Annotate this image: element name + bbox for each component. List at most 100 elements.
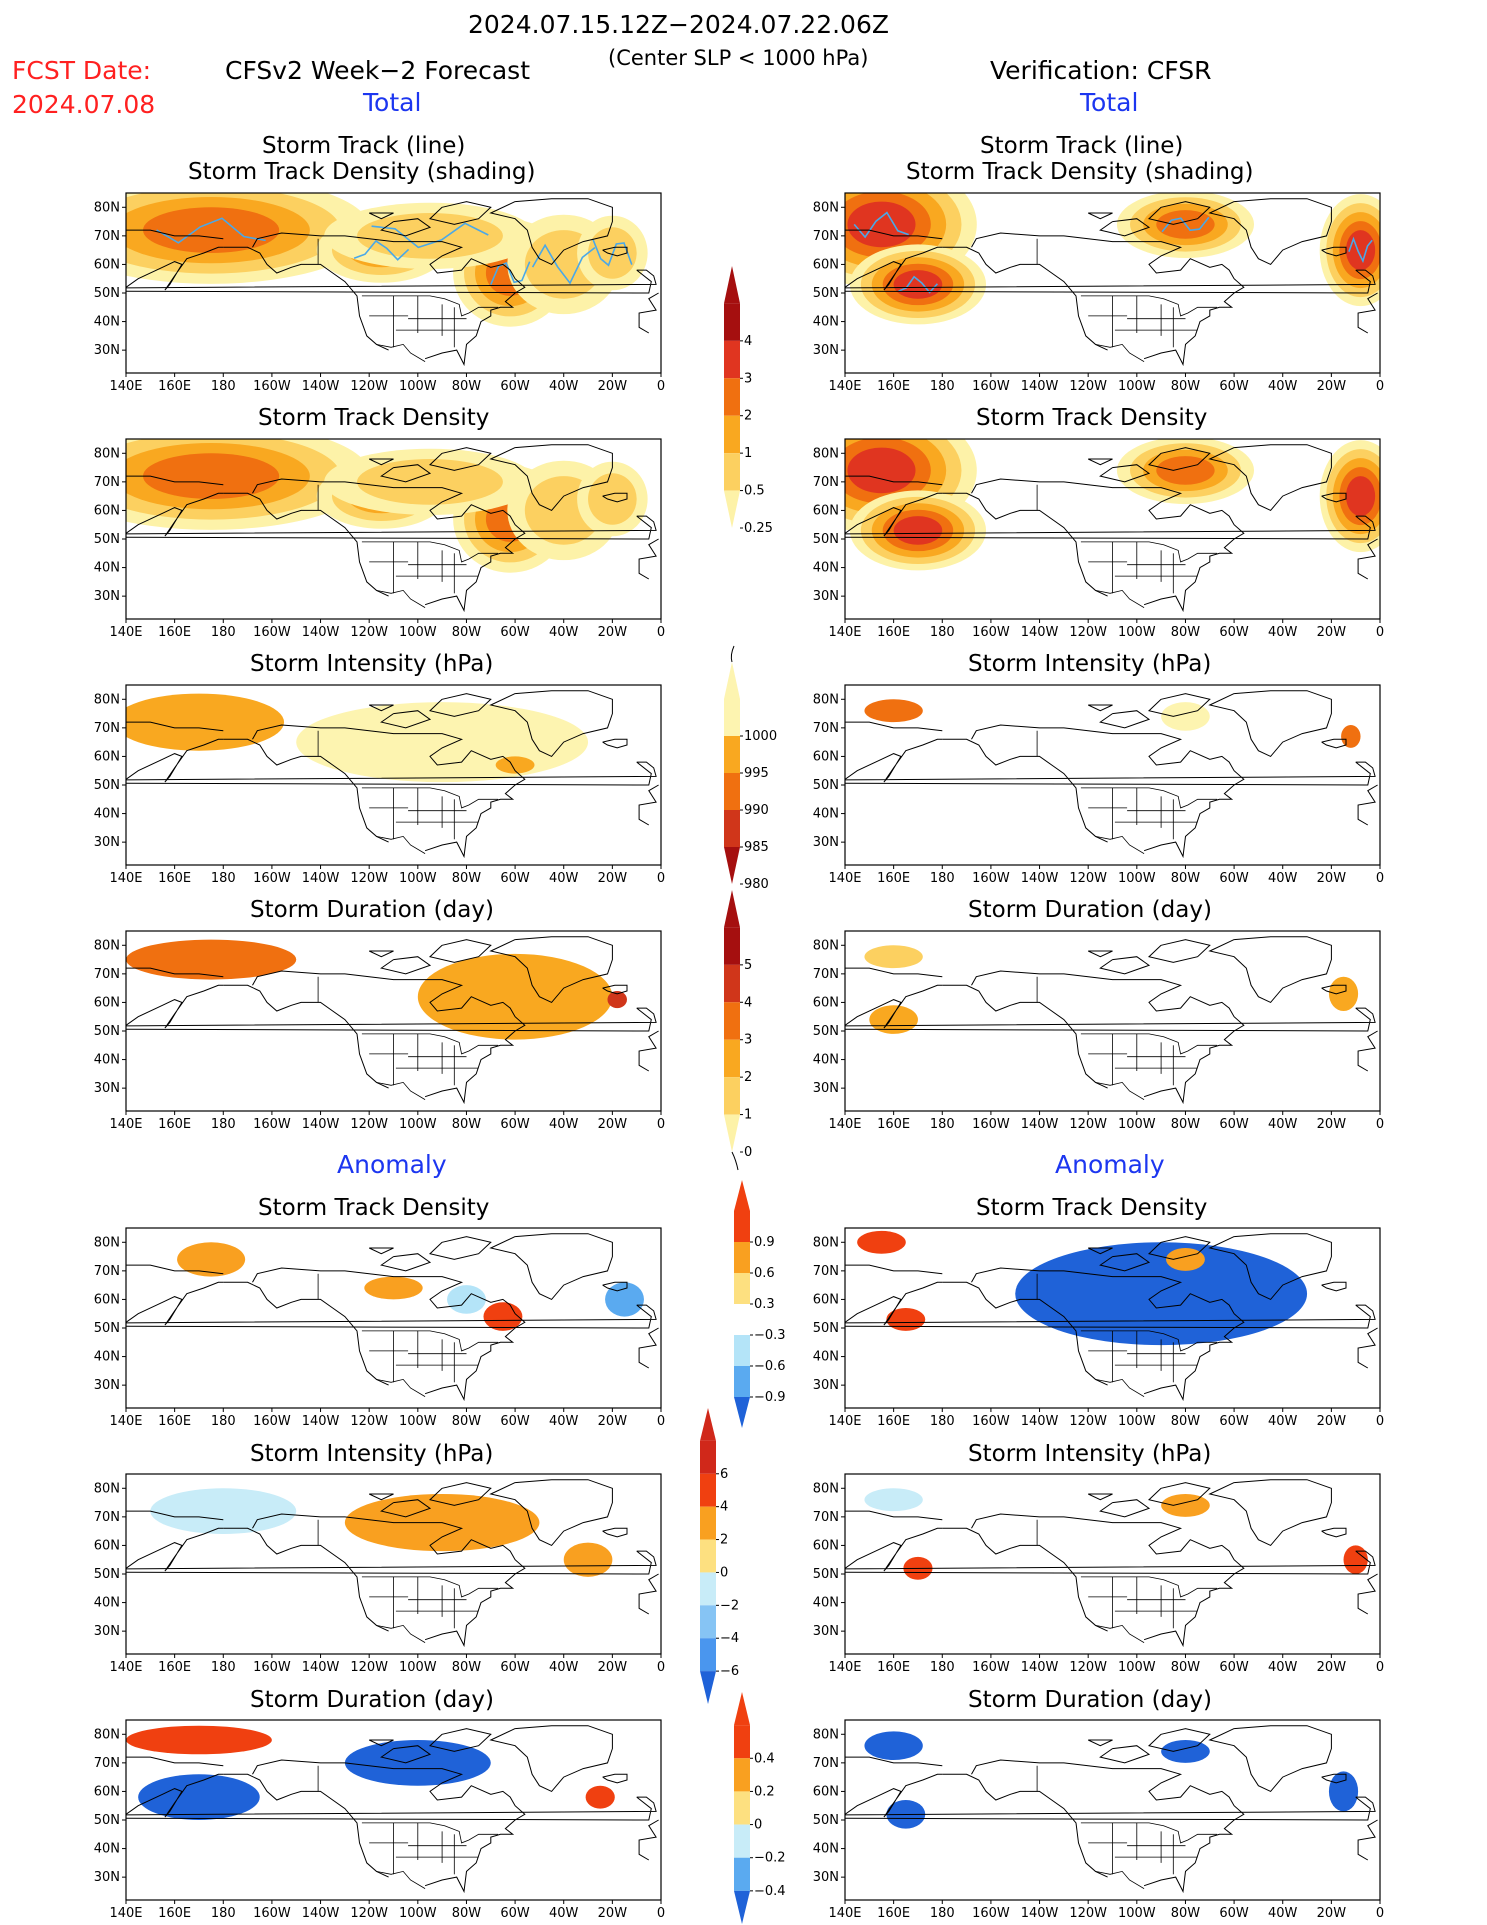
lat-tick-label: 60N (94, 257, 120, 272)
lon-tick-label: 160E (158, 379, 191, 394)
coastline (1357, 1573, 1378, 1615)
colorbar-density-anomaly-label: −0.3 (754, 1328, 786, 1343)
lon-tick-label: 80W (1171, 871, 1201, 886)
lat-tick-label: 30N (94, 1624, 120, 1639)
coastline (1087, 458, 1113, 466)
density-cell (143, 207, 280, 253)
coastline (971, 724, 1245, 859)
coastline (845, 761, 1376, 786)
colorbar-duration-anomaly-swatch (734, 1758, 750, 1792)
coastline (223, 738, 389, 843)
lon-tick-label: 140W (1021, 1414, 1059, 1429)
shading-layer (864, 1731, 1359, 1829)
colorbar-density-anomaly-swatch (734, 1211, 750, 1242)
lon-tick-label: 160W (253, 1414, 291, 1429)
shading-layer (126, 193, 648, 327)
shade-cell (1015, 1242, 1308, 1346)
title-intensity-right: Storm Intensity (hPa) (968, 651, 1212, 677)
lon-tick-label: 120W (350, 1414, 388, 1429)
storm-track-lines (853, 211, 1373, 294)
lon-tick-label: 180 (211, 625, 236, 640)
colorbar-duration-total-swatch (724, 1039, 740, 1078)
colorbar-density-anomaly: 0.9 0.6 0.3 −0.3 −0.6 −0.9 (734, 1180, 786, 1428)
colorbar-duration-anomaly-swatch (734, 1725, 750, 1759)
density-cell (893, 516, 943, 545)
shade-cell (417, 953, 613, 1040)
coastline (942, 984, 1108, 1089)
colorbar-density-total-label: 1 (744, 446, 752, 461)
lon-tick-label: 160E (158, 1906, 191, 1921)
panel-frame (125, 684, 662, 866)
colorbar-intensity-anomaly-label: 6 (720, 1467, 728, 1482)
coastline (942, 738, 1108, 843)
lon-tick-label: 180 (930, 1414, 955, 1429)
coastline (1208, 198, 1332, 266)
storm-track-lines (156, 217, 633, 285)
lat-tick-label: 70N (813, 1264, 839, 1279)
density-cell (847, 201, 916, 248)
lat-tick-label: 70N (94, 1756, 120, 1771)
colorbar-duration-total-swatch (724, 927, 740, 965)
coastline (845, 1510, 943, 1521)
lon-tick-label: 120W (350, 1117, 388, 1132)
lon-tick-label: 140E (109, 1117, 142, 1132)
lon-tick-label: 40W (549, 871, 579, 886)
panel-aduration-forecast: 140E 160E 180 160W 140W 120W 100W 80W 60W 40W 20W 0… (94, 1719, 665, 1921)
lat-tick-label: 40N (94, 1842, 120, 1857)
lon-tick-label: 60W (500, 1660, 530, 1675)
lon-tick-label: 180 (930, 1117, 955, 1132)
panel-aintensity-forecast: 140E 160E 180 160W 140W 120W 100W 80W 60W 40W 20W 0… (94, 1473, 665, 1675)
lat-tick-label: 50N (813, 532, 839, 547)
colorbar-duration-anomaly-label: 0.2 (754, 1784, 775, 1799)
storm-track-line (353, 239, 410, 261)
shade-cell (864, 945, 923, 969)
colorbar-intensity-total-label: 990 (744, 803, 769, 818)
title-anom-duration-left: Storm Duration (day) (250, 1687, 494, 1713)
colorbar-intensity-total-swatch (724, 699, 740, 736)
lon-tick-label: 80W (1171, 379, 1201, 394)
lon-tick-label: 0 (1376, 1906, 1384, 1921)
lon-tick-label: 20W (598, 1414, 628, 1429)
coastline (1087, 1247, 1113, 1255)
lon-tick-label: 60W (500, 871, 530, 886)
fcst-date-label: FCST Date: (12, 56, 152, 85)
lat-tick-label: 50N (813, 1321, 839, 1336)
lon-tick-label: 140E (828, 379, 861, 394)
coastline (638, 1030, 659, 1072)
storm-track-line (531, 243, 596, 285)
coastline (223, 1773, 389, 1878)
border-line (1080, 787, 1218, 809)
colorbar-intensity-anomaly-swatch (700, 1539, 716, 1573)
lon-tick-label: 40W (549, 1117, 579, 1132)
lon-tick-label: 180 (930, 1660, 955, 1675)
lon-tick-label: 0 (657, 1660, 665, 1675)
border-line (1080, 541, 1218, 563)
coastline (942, 246, 1108, 351)
lat-tick-label: 30N (94, 1378, 120, 1393)
lat-tick-label: 60N (813, 749, 839, 764)
lon-tick-label: 100W (1118, 1117, 1156, 1132)
lon-tick-label: 60W (1219, 871, 1249, 886)
lon-tick-label: 60W (1219, 1117, 1249, 1132)
lat-tick-label: 40N (813, 1350, 839, 1365)
border-line (1095, 1081, 1145, 1100)
border-line (1095, 589, 1145, 608)
shade-cell (495, 756, 535, 774)
lat-tick-label: 50N (94, 1321, 120, 1336)
panel-frame (844, 684, 1381, 866)
title-track-line-right: Storm Track (line) (980, 133, 1184, 159)
title-anom-intensity-right: Storm Intensity (hPa) (968, 1441, 1212, 1467)
lon-tick-label: 160W (972, 379, 1010, 394)
lat-tick-label: 40N (813, 315, 839, 330)
panel-track-cfsr: 140E 160E 180 160W 140W 120W 100W 80W 60W 40W 20W 0… (813, 192, 1384, 394)
coastline (252, 724, 526, 859)
density-cell (1156, 456, 1215, 485)
lat-tick-label: 40N (813, 1842, 839, 1857)
coastline (126, 761, 657, 786)
lon-tick-label: 100W (1118, 625, 1156, 640)
coastline (428, 939, 492, 963)
lat-tick-label: 80N (813, 1727, 839, 1742)
lon-tick-label: 20W (598, 871, 628, 886)
lat-tick-label: 80N (813, 200, 839, 215)
lon-tick-label: 160W (972, 1906, 1010, 1921)
